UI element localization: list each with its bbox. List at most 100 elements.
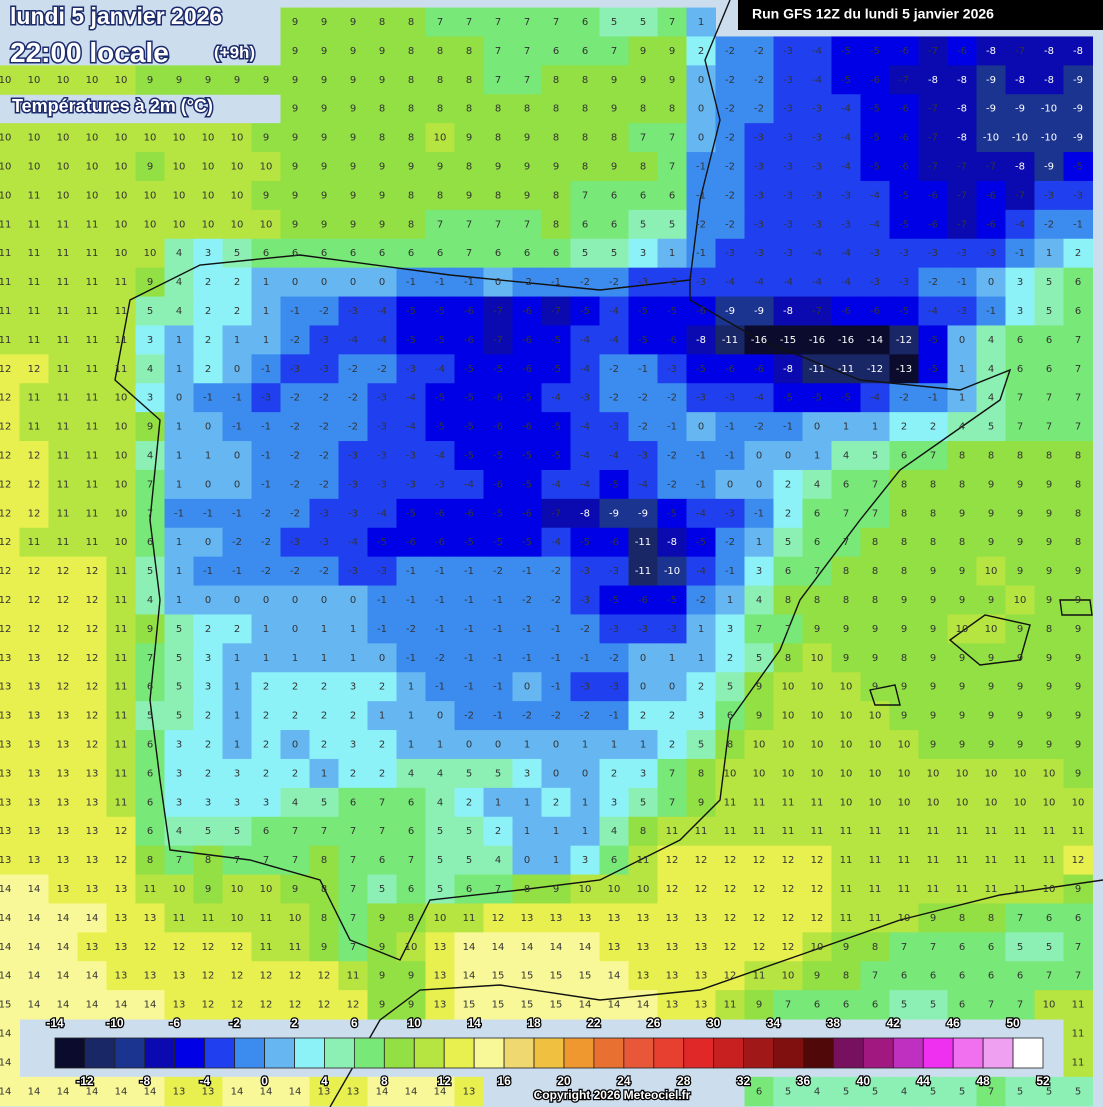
temperature-cell bbox=[222, 874, 252, 904]
temperature-value: 12 bbox=[1072, 855, 1085, 866]
temperature-value: -1 bbox=[464, 277, 474, 288]
temperature-value: 2 bbox=[321, 740, 327, 751]
temperature-cell bbox=[19, 787, 49, 818]
temperature-cell bbox=[744, 527, 774, 558]
temperature-value: 11 bbox=[86, 451, 99, 462]
temperature-value: 11 bbox=[28, 393, 41, 404]
temperature-value: 4 bbox=[408, 768, 414, 779]
temperature-cell bbox=[396, 441, 426, 471]
temperature-value: -4 bbox=[696, 566, 706, 577]
temperature-value: -1 bbox=[232, 422, 242, 433]
temperature-value: -2 bbox=[725, 46, 735, 57]
legend-swatch bbox=[982, 1037, 1014, 1069]
temperature-cell bbox=[338, 469, 368, 500]
temperature-cell bbox=[309, 94, 339, 124]
temperature-cell bbox=[541, 94, 571, 124]
legend-swatch bbox=[353, 1037, 385, 1069]
copyright: Copyright 2026 Meteociel.fr bbox=[534, 1088, 691, 1102]
temperature-cell bbox=[280, 441, 310, 471]
temperature-value: 9 bbox=[872, 624, 878, 635]
temperature-value: 10 bbox=[840, 740, 853, 751]
temperature-cell bbox=[425, 296, 455, 326]
temperature-value: 14 bbox=[57, 942, 70, 953]
temperature-cell bbox=[541, 672, 571, 702]
temperature-cell bbox=[628, 816, 658, 847]
temperature-cell bbox=[831, 383, 861, 413]
temperature-value: -4 bbox=[580, 479, 590, 490]
temperature-cell bbox=[744, 845, 774, 876]
temperature-value: 11 bbox=[57, 537, 70, 548]
temperature-value: -2 bbox=[551, 566, 561, 577]
temperature-cell bbox=[889, 816, 919, 847]
temperature-value: 15 bbox=[521, 971, 534, 982]
temperature-value: 3 bbox=[234, 768, 240, 779]
temperature-value: -2 bbox=[609, 393, 619, 404]
temperature-value: -4 bbox=[551, 537, 561, 548]
temperature-cell bbox=[889, 701, 919, 731]
temperature-value: -1 bbox=[464, 595, 474, 606]
temperature-cell bbox=[164, 123, 194, 153]
temperature-cell bbox=[947, 354, 977, 384]
temperature-value: -2 bbox=[522, 711, 532, 722]
temperature-cell bbox=[744, 152, 774, 182]
temperature-value: 9 bbox=[1017, 479, 1023, 490]
temperature-value: -4 bbox=[812, 248, 822, 259]
temperature-cell bbox=[715, 845, 745, 876]
temperature-value: 8 bbox=[843, 595, 849, 606]
temperature-value: -3 bbox=[377, 422, 387, 433]
temperature-cell bbox=[396, 123, 426, 153]
temperature-cell bbox=[483, 585, 513, 615]
temperature-cell bbox=[686, 94, 716, 124]
temperature-value: 8 bbox=[698, 768, 704, 779]
temperature-value: 6 bbox=[988, 971, 994, 982]
temperature-value: 10 bbox=[173, 219, 186, 230]
temperature-value: 9 bbox=[379, 971, 385, 982]
temperature-value: 12 bbox=[57, 682, 70, 693]
temperature-cell bbox=[512, 730, 542, 760]
temperature-value: -1 bbox=[203, 393, 213, 404]
temperature-cell bbox=[889, 758, 919, 789]
temperature-value: 5 bbox=[756, 653, 762, 664]
temperature-cell bbox=[309, 36, 339, 66]
temperature-value: 6 bbox=[263, 826, 269, 837]
temperature-cell bbox=[744, 65, 774, 95]
temperature-value: 10 bbox=[956, 768, 969, 779]
temperature-cell bbox=[251, 498, 281, 529]
temperature-value: 12 bbox=[86, 653, 99, 664]
temperature-cell bbox=[425, 845, 455, 876]
temperature-value: -8 bbox=[957, 133, 967, 144]
temperature-value: 5 bbox=[901, 1000, 907, 1011]
temperature-field bbox=[0, 7, 1093, 1107]
temperature-value: -5 bbox=[899, 306, 909, 317]
temperature-value: -3 bbox=[812, 104, 822, 115]
temperature-cell bbox=[1034, 556, 1064, 587]
temperature-value: 0 bbox=[698, 75, 704, 86]
temperature-cell bbox=[396, 816, 426, 847]
temperature-cell bbox=[106, 787, 136, 818]
temperature-value: 8 bbox=[1075, 479, 1081, 490]
temperature-cell bbox=[976, 325, 1006, 355]
temperature-cell bbox=[1005, 180, 1035, 211]
temperature-value: 10 bbox=[1043, 884, 1056, 895]
temperature-value: -3 bbox=[406, 451, 416, 462]
temperature-value: 14 bbox=[0, 1057, 11, 1068]
temperature-cell bbox=[686, 758, 716, 789]
temperature-cell bbox=[1005, 123, 1035, 153]
temperature-cell bbox=[483, 614, 513, 644]
temperature-cell bbox=[251, 209, 281, 240]
temperature-cell bbox=[860, 469, 890, 500]
temperature-value: 9 bbox=[959, 740, 965, 751]
temperature-value: 7 bbox=[872, 479, 878, 490]
temperature-cell bbox=[715, 325, 745, 355]
temperature-cell bbox=[48, 758, 78, 789]
temperature-value: -2 bbox=[290, 393, 300, 404]
temperature-cell bbox=[541, 932, 571, 962]
temperature-cell bbox=[106, 152, 136, 182]
temperature-cell bbox=[77, 152, 107, 182]
temperature-value: 9 bbox=[553, 162, 559, 173]
temperature-cell bbox=[512, 469, 542, 500]
temperature-cell bbox=[831, 787, 861, 818]
temperature-value: -4 bbox=[841, 104, 851, 115]
temperature-value: 8 bbox=[495, 190, 501, 201]
temperature-value: 10 bbox=[840, 682, 853, 693]
